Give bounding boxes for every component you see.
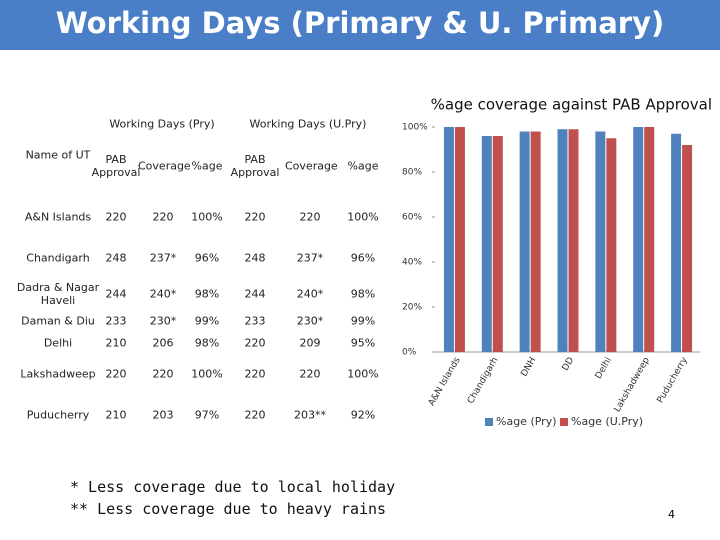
y-tick-label: 20%: [402, 303, 422, 313]
x-tick-label: A&N Islands: [427, 355, 463, 407]
column-header: %age: [191, 159, 223, 173]
footnote: ** Less coverage due to heavy rains: [70, 500, 387, 518]
bar: [519, 131, 530, 352]
table-cell: 100%: [347, 367, 379, 381]
table-cell: 220: [105, 367, 127, 381]
table-cell: 220: [152, 210, 174, 224]
chart: %age coverage against PAB Approval 0% 20%…: [402, 96, 712, 429]
bar: [606, 138, 617, 352]
column-header: PAB Approval: [91, 153, 141, 179]
table-cell: 100%: [347, 210, 379, 224]
table-cell: 98%: [194, 287, 220, 301]
table-cell: 230*: [149, 314, 177, 328]
row-header: Daman & Diu: [21, 314, 95, 328]
table-cell: 244: [244, 287, 266, 301]
table-cell: 99%: [194, 314, 220, 328]
table-cell: 248: [105, 251, 127, 265]
footnote: * Less coverage due to local holiday: [70, 478, 396, 496]
y-tick-label: 80%: [402, 168, 422, 178]
y-tick-label: 40%: [402, 258, 422, 268]
legend-label: %age (U.Pry): [571, 415, 643, 428]
y-tick-label: 60%: [402, 213, 422, 223]
table-cell: 233: [244, 314, 266, 328]
bar: [644, 127, 655, 352]
table-cell: 95%: [350, 336, 376, 350]
row-header: Puducherry: [26, 408, 90, 422]
column-header: %age: [347, 159, 379, 173]
row-header: Dadra & Nagar Haveli: [16, 281, 100, 307]
column-header: Coverage: [138, 159, 191, 173]
table-cell: 230*: [296, 314, 324, 328]
column-header: Coverage: [285, 159, 338, 173]
table-cell: 100%: [191, 367, 223, 381]
table-cell: 220: [299, 210, 321, 224]
table-cell: 99%: [350, 314, 376, 328]
y-tick-label: 100%: [402, 123, 428, 133]
bar: [492, 136, 503, 352]
table-cell: 220: [105, 210, 127, 224]
row-header: Lakshadweep: [20, 367, 96, 381]
bar: [530, 131, 541, 352]
table-cell: 240*: [149, 287, 177, 301]
table-cell: 206: [152, 336, 174, 350]
table-cell: 203**: [294, 408, 326, 422]
table-cell: 237*: [296, 251, 324, 265]
column-header: Name of UT: [25, 148, 91, 162]
x-tick-label: DD: [561, 356, 577, 373]
table-cell: 203: [152, 408, 174, 422]
bar: [682, 145, 693, 352]
x-tick-label: Chandigarh: [466, 356, 501, 406]
x-tick-label: Lakshadweep: [613, 356, 653, 415]
table-cell: 98%: [194, 336, 220, 350]
table-cell: 96%: [194, 251, 220, 265]
bar: [595, 131, 606, 352]
page-number: 4: [668, 508, 675, 521]
table-cell: 209: [299, 336, 321, 350]
x-tick-label: DNH: [520, 356, 539, 379]
table-cell: 220: [244, 336, 266, 350]
table-cell: 244: [105, 287, 127, 301]
bar: [568, 129, 579, 352]
bar: [481, 136, 492, 352]
x-tick-label: Puducherry: [656, 355, 691, 405]
y-tick-label: 0%: [402, 348, 417, 358]
bar: [557, 129, 568, 352]
table-cell: 220: [244, 408, 266, 422]
row-header: Delhi: [43, 336, 73, 350]
bar: [443, 127, 454, 352]
group-header: Working Days (U.Pry): [249, 117, 367, 131]
table-cell: 220: [152, 367, 174, 381]
table-cell: 210: [105, 336, 127, 350]
table-cell: 240*: [296, 287, 324, 301]
group-header: Working Days (Pry): [109, 117, 215, 131]
table-cell: 237*: [149, 251, 177, 265]
table-cell: 100%: [191, 210, 223, 224]
table-cell: 92%: [350, 408, 376, 422]
row-header: A&N Islands: [24, 210, 92, 224]
table-cell: 233: [105, 314, 127, 328]
table-cell: 98%: [350, 287, 376, 301]
table-cell: 210: [105, 408, 127, 422]
bar: [454, 127, 465, 352]
chart-title: %age coverage against PAB Approval: [431, 96, 712, 114]
column-header: PAB Approval: [230, 153, 280, 179]
table-cell: 220: [299, 367, 321, 381]
row-header: Chandigarh: [26, 251, 90, 265]
x-tick-label: Delhi: [594, 356, 614, 381]
table-cell: 96%: [350, 251, 376, 265]
bar: [671, 133, 682, 352]
bar: [633, 127, 644, 352]
table-cell: 97%: [194, 408, 220, 422]
slide-title: Working Days (Primary & U. Primary): [0, 0, 720, 50]
table-cell: 220: [244, 367, 266, 381]
table-cell: 220: [244, 210, 266, 224]
legend-swatch: [485, 418, 493, 426]
legend-swatch: [560, 418, 568, 426]
table-cell: 248: [244, 251, 266, 265]
legend-label: %age (Pry): [496, 415, 557, 428]
